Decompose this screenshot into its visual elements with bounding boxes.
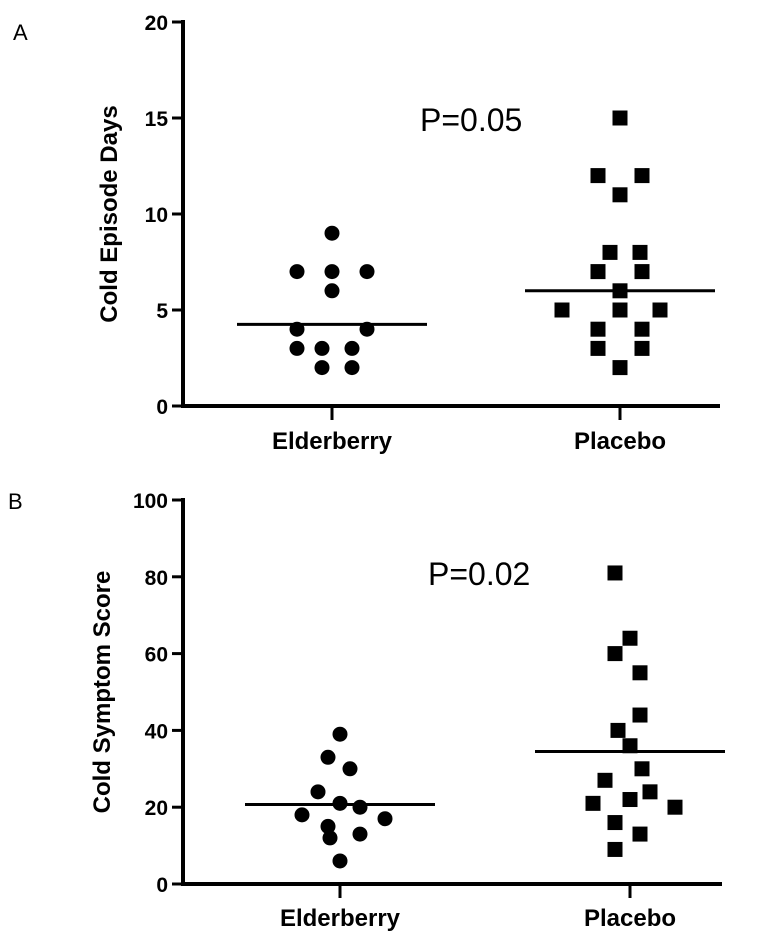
data-point-placebo — [652, 302, 668, 318]
data-point-elderberry — [289, 264, 305, 280]
data-point-placebo — [634, 264, 650, 280]
y-tick-label: 10 — [145, 204, 168, 227]
data-point-placebo — [634, 168, 650, 184]
data-point-elderberry — [322, 830, 338, 846]
data-point-elderberry — [342, 761, 358, 777]
data-point-elderberry — [352, 799, 368, 815]
data-point-placebo — [622, 792, 638, 808]
x-tick-label-elderberry: Elderberry — [280, 905, 401, 932]
data-point-elderberry — [289, 340, 305, 356]
x-tick-label-placebo: Placebo — [574, 428, 666, 455]
data-point-elderberry — [332, 853, 348, 869]
data-point-elderberry — [352, 826, 368, 842]
data-point-placebo — [607, 565, 623, 581]
y-axis-label: Cold Episode Days — [96, 105, 123, 322]
y-axis-label: Cold Symptom Score — [89, 571, 116, 814]
y-tick-label: 15 — [145, 108, 169, 131]
data-point-placebo — [632, 665, 648, 681]
data-point-elderberry — [344, 360, 360, 376]
y-tick-label: 0 — [156, 874, 168, 897]
data-point-placebo — [612, 360, 628, 376]
data-point-placebo — [634, 321, 650, 337]
data-point-placebo — [590, 340, 606, 356]
data-point-placebo — [610, 722, 626, 738]
panel-label: B — [8, 489, 23, 514]
data-point-elderberry — [377, 811, 393, 827]
data-point-elderberry — [294, 807, 310, 823]
data-point-elderberry — [324, 264, 340, 280]
data-point-placebo — [607, 646, 623, 662]
data-point-placebo — [622, 738, 638, 754]
data-point-placebo — [585, 795, 601, 811]
chart-panel-a: A 0 5 10 15 20 Elderberry Placebo Cold Episode D… — [13, 12, 720, 455]
data-point-elderberry — [324, 225, 340, 241]
data-point-placebo — [590, 264, 606, 280]
p-value-annotation: P=0.02 — [428, 556, 530, 592]
data-point-placebo — [612, 187, 628, 203]
data-point-placebo — [634, 761, 650, 777]
y-tick-label: 80 — [145, 567, 168, 590]
data-point-placebo — [642, 784, 658, 800]
data-point-placebo — [590, 168, 606, 184]
data-point-placebo — [597, 772, 613, 788]
data-point-placebo — [590, 321, 606, 337]
data-point-elderberry — [332, 726, 348, 742]
data-point-placebo — [607, 815, 623, 831]
data-point-elderberry — [359, 264, 375, 280]
x-tick-label-placebo: Placebo — [584, 905, 676, 932]
data-point-elderberry — [310, 784, 326, 800]
data-point-placebo — [632, 244, 648, 260]
data-point-elderberry — [324, 283, 340, 299]
y-tick-label: 20 — [145, 797, 168, 820]
y-tick-label: 40 — [145, 720, 168, 743]
data-point-placebo — [632, 707, 648, 723]
y-tick-label: 5 — [156, 300, 168, 323]
p-value-annotation: P=0.05 — [420, 102, 522, 138]
data-point-placebo — [634, 340, 650, 356]
y-tick-label: 0 — [156, 396, 168, 419]
panel-label: A — [13, 20, 28, 45]
data-point-placebo — [602, 244, 618, 260]
data-point-placebo — [612, 110, 628, 126]
data-point-elderberry — [320, 749, 336, 765]
data-point-placebo — [667, 799, 683, 815]
data-point-placebo — [607, 841, 623, 857]
data-point-placebo — [622, 630, 638, 646]
data-point-placebo — [554, 302, 570, 318]
data-point-elderberry — [344, 340, 360, 356]
y-tick-label: 100 — [133, 490, 168, 513]
data-point-placebo — [632, 826, 648, 842]
data-point-elderberry — [314, 340, 330, 356]
chart-panel-b: B 0 20 40 60 80 100 Elderberry Placebo Cold Sympt… — [8, 489, 725, 932]
data-point-elderberry — [314, 360, 330, 376]
y-tick-label: 60 — [145, 644, 168, 667]
data-point-placebo — [612, 302, 628, 318]
data-point-elderberry — [320, 818, 336, 834]
x-tick-label-elderberry: Elderberry — [272, 428, 393, 455]
y-tick-label: 20 — [145, 12, 168, 35]
